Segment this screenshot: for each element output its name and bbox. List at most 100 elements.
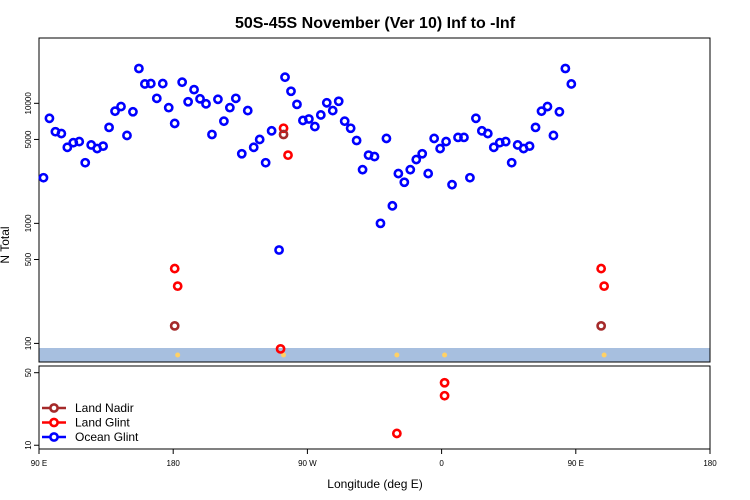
- land-nadir-point: [596, 320, 607, 331]
- ocean-glint-point: [128, 106, 138, 117]
- ocean-glint-point: [280, 72, 290, 83]
- ocean-glint-point: [195, 93, 205, 104]
- y-tick-label: 10000: [24, 92, 33, 115]
- land-nadir-point: [278, 129, 289, 140]
- y-tick-label: 5000: [24, 130, 33, 148]
- ocean-glint-point: [500, 136, 511, 147]
- land-glint-point: [596, 263, 607, 274]
- x-tick-label: 180: [703, 459, 717, 468]
- ocean-glint-point: [218, 116, 229, 127]
- ocean-glint-point: [387, 200, 398, 211]
- ocean-band: [39, 348, 710, 362]
- ocean-glint-point: [435, 143, 446, 154]
- legend-marker: [49, 417, 59, 428]
- ocean-glint-point: [286, 86, 296, 97]
- y-tick-label: 500: [24, 252, 33, 266]
- ocean-glint-point: [554, 106, 565, 117]
- ocean-glint-point: [98, 141, 109, 152]
- land-glint-point: [599, 281, 610, 292]
- ocean-glint-point: [309, 121, 320, 132]
- legend-label: Land Glint: [75, 416, 130, 430]
- ocean-glint-point: [429, 133, 440, 144]
- land-glint-point: [275, 343, 286, 354]
- ocean-glint-point: [62, 142, 73, 153]
- ocean-glint-point: [183, 96, 194, 107]
- land-glint-point: [283, 150, 293, 161]
- y-axis-label: N Total: [0, 226, 12, 263]
- ocean-glint-point: [506, 157, 517, 168]
- ocean-glint-point: [242, 105, 253, 116]
- y-tick-label: 50: [24, 368, 33, 377]
- ocean-glint-point: [254, 134, 265, 145]
- ocean-glint-point: [151, 93, 162, 104]
- ocean-glint-point: [230, 93, 241, 104]
- ocean-glint-point: [530, 122, 541, 133]
- ocean-glint-point: [351, 135, 362, 146]
- ocean-glint-point: [399, 177, 410, 188]
- legend-label: Land Nadir: [75, 401, 134, 415]
- ocean-glint-point: [423, 168, 434, 179]
- lower-y-axis: 10 50: [24, 368, 39, 450]
- ocean-glint-point: [482, 128, 493, 139]
- lower-points: [391, 377, 450, 439]
- legend-label: Ocean Glint: [75, 430, 139, 444]
- ocean-glint-point: [566, 79, 577, 89]
- ocean-glint-point: [260, 157, 271, 168]
- ocean-glint-point: [169, 118, 180, 129]
- chart-title: 50S-45S November (Ver 10) Inf to -Inf: [235, 15, 516, 32]
- ocean-glint-point: [560, 63, 571, 74]
- y-tick-label: 1000: [24, 214, 33, 232]
- x-tick-label: 90 W: [298, 459, 317, 468]
- ocean-glint-point: [470, 113, 481, 124]
- x-tick-label: 90 E: [31, 459, 47, 468]
- ocean-glint-point: [163, 102, 174, 113]
- ocean-glint-point: [274, 245, 284, 255]
- ocean-glint-point: [369, 151, 380, 162]
- ocean-glint-point: [375, 218, 386, 229]
- ocean-glint-point: [488, 142, 499, 153]
- ocean-glint-point: [393, 168, 404, 179]
- ocean-glint-point: [542, 101, 553, 112]
- ocean-glint-point: [236, 148, 247, 159]
- ocean-glint-point: [248, 142, 259, 153]
- ocean-glint-point: [459, 132, 469, 143]
- ocean-glint-point: [345, 123, 356, 134]
- ocean-glint-point: [177, 77, 188, 88]
- ocean-glint-point: [157, 78, 168, 89]
- lower-panel-frame: [38, 365, 711, 450]
- band-marker: [394, 352, 400, 358]
- ocean-glint-point: [465, 172, 475, 183]
- land-glint-point: [172, 281, 183, 292]
- y-tick-label: 10: [24, 440, 33, 449]
- upper-panel: 100 500 1000 5000 10000: [24, 37, 711, 363]
- legend-marker: [49, 403, 59, 413]
- band-marker: [175, 352, 181, 358]
- ocean-glint-point: [134, 63, 144, 74]
- ocean-glint-point: [411, 154, 422, 165]
- ocean-glint-point: [447, 179, 457, 190]
- land-glint-point: [439, 390, 450, 401]
- ocean-glint-point: [339, 116, 350, 127]
- ocean-glint-point: [74, 136, 85, 147]
- ocean-glint-point: [357, 164, 368, 175]
- ocean-glint-point: [224, 102, 235, 113]
- ocean-glint-point: [417, 148, 428, 159]
- ocean-glint-point: [548, 130, 559, 141]
- land-glint-point: [439, 377, 450, 388]
- band-marker: [601, 352, 607, 358]
- ocean-glint-point: [536, 106, 547, 117]
- ocean-glint-point: [292, 99, 302, 110]
- land-glint-point: [391, 428, 402, 439]
- ocean-glint-point: [321, 97, 332, 108]
- ocean-glint-point: [207, 129, 217, 140]
- ocean-glint-point: [524, 141, 535, 152]
- ocean-glint-point: [213, 94, 223, 105]
- upper-panel-frame: [38, 37, 711, 363]
- ocean-glint-point: [189, 84, 199, 95]
- ocean-glint-point: [38, 172, 49, 183]
- legend-marker: [49, 432, 59, 442]
- ocean-glint-point: [201, 98, 211, 109]
